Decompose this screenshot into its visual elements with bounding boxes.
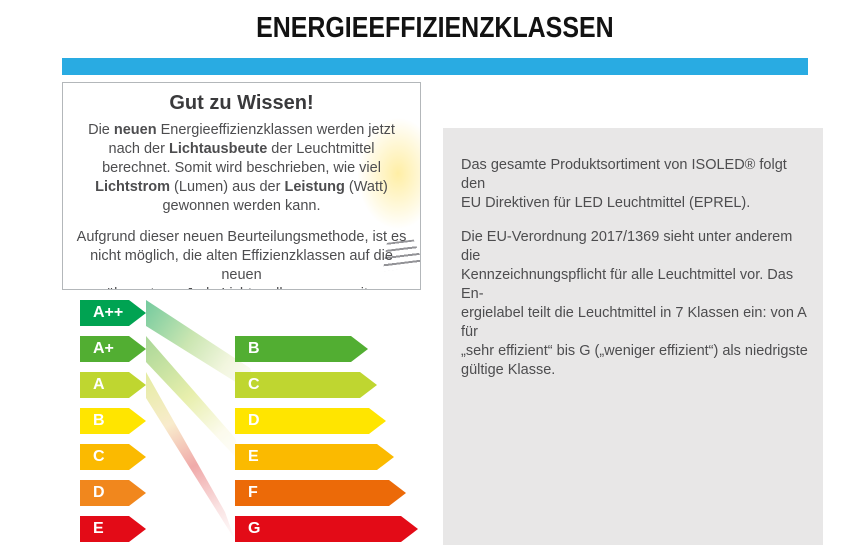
class-arrow-app: A++ <box>80 300 146 326</box>
page-title-text: ENERGIEEFFIZIENZKLASSEN <box>256 12 614 44</box>
class-arrow-label: E <box>248 448 259 465</box>
class-arrow-label: E <box>93 520 104 537</box>
info-text-segment: Energieeffizienzklassen werden jetzt nac… <box>108 122 395 157</box>
class-arrow-c: C <box>80 444 146 470</box>
class-arrow-label: C <box>93 448 105 465</box>
class-arrow-label: A+ <box>93 340 114 357</box>
class-arrow-label: A++ <box>93 304 124 321</box>
class-arrow-label: D <box>93 484 105 501</box>
info-bold-term: Lichtstrom <box>95 179 171 195</box>
class-arrow-label: B <box>248 340 260 357</box>
info-bold-term: Leistung <box>284 179 345 195</box>
info-bold-term: neuen <box>113 122 157 138</box>
class-arrow-ap: A+ <box>80 336 146 362</box>
class-arrow-label: C <box>248 376 260 393</box>
class-arrow-a: A <box>80 372 146 398</box>
class-arrow-b: B <box>235 336 368 362</box>
info-paragraph-1: Die neuen Energieeffizienzklassen werden… <box>75 121 408 216</box>
class-arrow-c: C <box>235 372 377 398</box>
class-arrow-label: F <box>248 484 258 501</box>
class-arrow-d: D <box>80 480 146 506</box>
transition-ribbon-2 <box>146 336 244 466</box>
class-arrow-label: B <box>93 412 105 429</box>
info-heading: Gut zu Wissen! <box>169 92 314 114</box>
info-bold-term: Lichtausbeute <box>168 141 268 157</box>
info-text-segment: (Lumen) aus der <box>170 179 285 195</box>
class-arrow-d: D <box>235 408 386 434</box>
class-arrow-label: A <box>93 376 105 393</box>
info-text-segment: Die <box>88 122 114 138</box>
accent-bar <box>62 58 808 75</box>
class-arrow-b: B <box>80 408 146 434</box>
class-arrow-e: E <box>235 444 394 470</box>
class-arrow-label: D <box>248 412 260 429</box>
class-arrow-e: E <box>80 516 146 542</box>
product-paragraph-2: Die EU-Verordnung 2017/1369 sieht unter … <box>461 229 808 378</box>
info-paragraph-2: Aufgrund dieser neuen Beurteilungsmethod… <box>76 229 407 289</box>
transition-ribbon-3 <box>146 372 235 540</box>
info-text-segment: (Watt) gewonnen werden kann. <box>162 179 388 214</box>
class-arrow-g: G <box>235 516 418 542</box>
product-box: Das gesamte Produktsortiment von ISOLED®… <box>443 128 823 545</box>
class-arrow-label: G <box>248 520 261 537</box>
transition-ribbon-1 <box>146 300 258 396</box>
info-text-segment: der Leuchtmittel berechnet. Somit wird b… <box>102 141 381 176</box>
info-box: Gut zu Wissen! Die neuen Energieeffizien… <box>62 82 421 290</box>
page-title: ENERGIEEFFIZIENZKLASSEN <box>0 12 861 45</box>
product-paragraph-1: Das gesamte Produktsortiment von ISOLED®… <box>461 157 787 211</box>
class-arrow-f: F <box>235 480 406 506</box>
